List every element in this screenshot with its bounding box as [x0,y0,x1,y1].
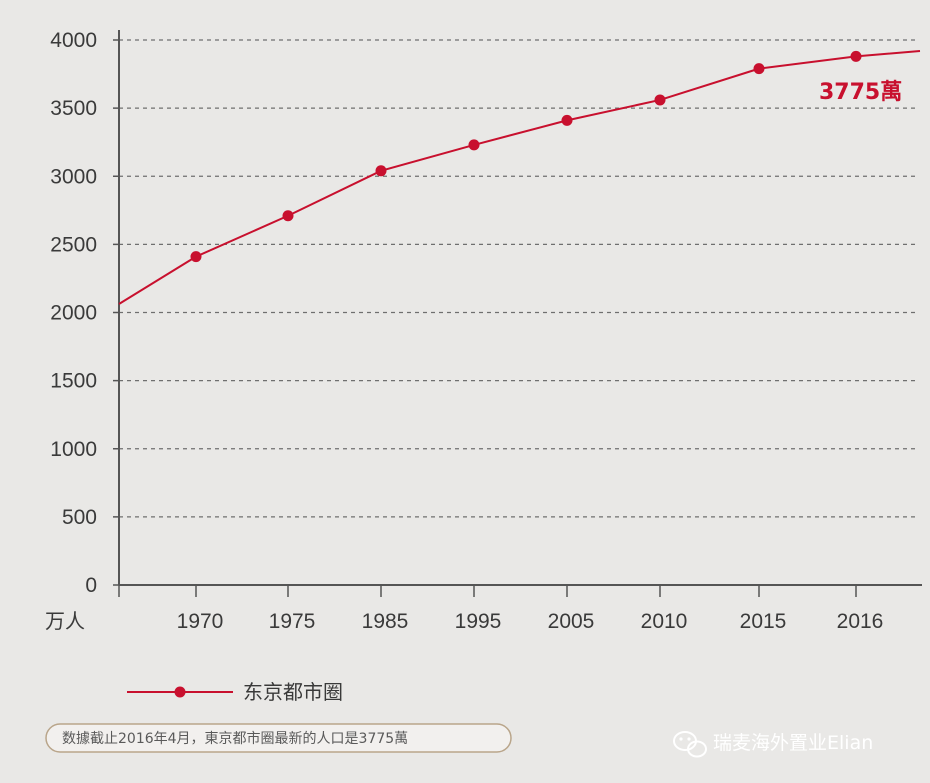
y-tick-label: 4000 [50,29,97,52]
series-path [118,50,921,305]
data-points [190,50,862,263]
gridlines [119,39,918,518]
x-tick-labels: 1970 1975 1985 1995 2005 2010 2015 2016 [118,585,884,633]
series-line [118,50,921,305]
data-point [375,165,387,177]
x-tick-label: 1975 [269,610,316,633]
y-tick-label: 0 [85,574,97,597]
y-tick-labels: 0 500 1000 1500 2000 2500 3000 3500 4000 [50,29,119,597]
x-tick-label: 2010 [641,610,688,633]
x-tick-label: 2015 [740,610,787,633]
data-point [468,139,480,151]
y-tick-label: 2500 [50,233,97,256]
x-tick-label: 2005 [548,610,595,633]
x-tick-label: 1970 [177,610,224,633]
legend-swatch-dot [174,686,186,698]
axes [118,30,922,586]
watermark: 瑞麦海外置业Elian [673,731,873,758]
data-point [753,63,765,75]
y-tick-label: 1000 [50,438,97,461]
data-point [282,210,294,222]
watermark-text: 瑞麦海外置业Elian [713,732,873,754]
data-point [654,94,666,106]
y-tick-label: 3500 [50,97,97,120]
y-tick-label: 2000 [50,302,97,325]
wechat-icon [673,731,707,758]
value-annotation: 3775萬 [819,80,902,105]
y-tick-label: 1500 [50,370,97,393]
x-tick-label: 1985 [362,610,409,633]
y-tick-label: 3000 [50,165,97,188]
data-point [850,50,862,62]
y-tick-label: 500 [62,506,97,529]
footnote-text: 数據截止2016年4月，東京都市圈最新的人口是3775萬 [62,730,408,747]
legend-label: 东京都市圈 [243,680,343,704]
footnote: 数據截止2016年4月，東京都市圈最新的人口是3775萬 [45,723,512,753]
x-tick-label: 1995 [455,610,502,633]
data-point [190,251,202,263]
data-point [561,114,573,126]
x-tick-label: 2016 [837,610,884,633]
legend: 东京都市圈 [127,680,343,704]
footnote-box [45,723,512,753]
y-axis-unit: 万人 [45,609,85,633]
